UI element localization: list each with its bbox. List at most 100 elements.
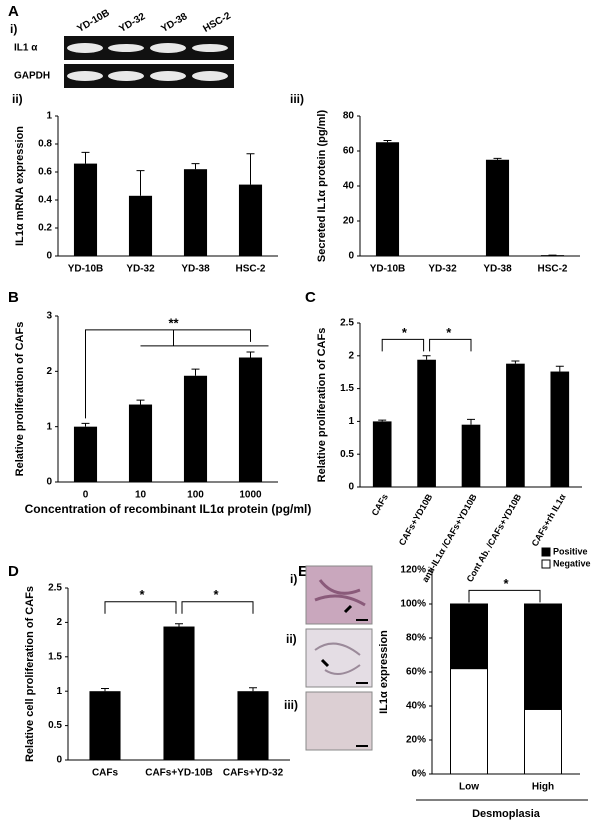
- bar-segment: [450, 603, 488, 670]
- bar: [237, 691, 269, 760]
- y-tick-label: 0: [46, 477, 52, 488]
- error-bar: [467, 418, 475, 425]
- y-tick-label: 80%: [406, 633, 426, 644]
- x-tick-label: CAFs: [370, 492, 390, 517]
- error-bar: [191, 368, 200, 376]
- error-bar: [422, 355, 431, 360]
- x-tick-label: High: [532, 782, 554, 793]
- error-bar: [383, 140, 392, 143]
- y-tick-label: 120%: [400, 565, 426, 576]
- gel-band: [108, 71, 144, 81]
- panel-label: B: [8, 289, 19, 306]
- y-axis-label: IL1α expression: [378, 630, 390, 714]
- y-tick-label: 40: [343, 181, 355, 192]
- gel-lane-label: YD-10B: [75, 8, 111, 35]
- y-tick-label: 0%: [412, 769, 427, 780]
- bar: [89, 691, 121, 760]
- significance: *: [213, 587, 219, 602]
- y-tick-label: 2: [56, 617, 62, 628]
- gel-band: [108, 44, 144, 52]
- x-tick-label: YD-38: [181, 264, 210, 275]
- micrograph: [305, 628, 373, 688]
- x-tick-label: YD-32: [428, 264, 457, 275]
- y-tick-label: 20%: [406, 735, 426, 746]
- y-axis-label: IL1α mRNA expression: [14, 126, 26, 246]
- y-tick-label: 0: [56, 755, 62, 766]
- panel-label: i): [10, 22, 17, 36]
- bar-segment: [524, 603, 562, 710]
- gel-band: [192, 44, 228, 52]
- x-tick-label: YD-10B: [370, 264, 406, 275]
- bracket: [181, 601, 254, 614]
- bar: [461, 424, 481, 487]
- y-tick-label: 2: [348, 350, 354, 361]
- y-axis-label: Relative proliferation of CAFs: [14, 322, 26, 477]
- legend-label: Negative: [553, 558, 591, 568]
- bar: [128, 404, 153, 482]
- bracket: [104, 601, 177, 614]
- y-tick-label: 1: [46, 111, 52, 122]
- gel-row-label: GAPDH: [14, 71, 50, 82]
- y-tick-label: 40%: [406, 701, 426, 712]
- bracket: [468, 589, 541, 603]
- x-tick-label: 10: [135, 490, 147, 501]
- bar: [372, 421, 392, 487]
- panel-label: iii): [290, 92, 304, 106]
- gel-band: [67, 43, 103, 53]
- y-tick-label: 1: [348, 416, 354, 427]
- legend-swatch: [541, 559, 551, 569]
- x-tick-label: 0: [83, 490, 89, 501]
- y-tick-label: 2: [46, 366, 52, 377]
- x-tick-label: CAFs+YD10B: [397, 492, 435, 547]
- x-axis-label: Desmoplasia: [472, 808, 541, 820]
- y-tick-label: 0.5: [48, 720, 62, 731]
- error-bar: [249, 687, 257, 692]
- micrograph: [305, 691, 373, 751]
- x-tick-label: CAFs: [92, 768, 119, 779]
- x-tick-label: 1000: [239, 490, 262, 501]
- significance: *: [402, 325, 408, 340]
- y-axis-label: Relative cell proliferation of CAFs: [24, 586, 36, 762]
- y-tick-label: 0.6: [38, 167, 52, 178]
- gel-lane-label: YD-38: [159, 11, 189, 35]
- micrograph-label: iii): [284, 698, 298, 712]
- y-tick-label: 100%: [400, 599, 426, 610]
- error-bar: [101, 687, 109, 692]
- error-bar: [175, 623, 183, 627]
- bar: [128, 195, 153, 256]
- micrograph-label: ii): [286, 632, 297, 646]
- error-bar: [81, 422, 90, 427]
- bar: [238, 357, 263, 482]
- y-tick-label: 1.5: [340, 383, 354, 394]
- gel-band: [192, 71, 228, 81]
- y-tick-label: 0.2: [38, 223, 52, 234]
- y-tick-label: 80: [343, 111, 355, 122]
- panel-label: E: [298, 563, 308, 580]
- x-tick-label: HSC-2: [537, 264, 567, 275]
- error-bar: [493, 157, 502, 160]
- bar: [73, 426, 98, 482]
- legend-swatch: [541, 547, 551, 557]
- panel-label: D: [8, 563, 19, 580]
- error-bar: [246, 351, 255, 358]
- y-tick-label: 0.4: [38, 195, 52, 206]
- gel: IL1 α GAPDH YD-10B YD-32 YD-38 HSC-2: [14, 8, 234, 88]
- bar: [183, 169, 208, 256]
- x-tick-label: CAFs+YD-10B: [145, 768, 213, 779]
- y-tick-label: 3: [46, 311, 52, 322]
- bar: [73, 163, 98, 256]
- y-tick-label: 1: [46, 421, 52, 432]
- significance: *: [503, 576, 509, 591]
- error-bar: [555, 365, 564, 372]
- x-tick-label: Low: [459, 782, 479, 793]
- tissue: [314, 642, 361, 675]
- gel-row-label: IL1 α: [14, 43, 38, 54]
- micrographs: i) ii) iii): [284, 565, 373, 751]
- legend-label: Positive: [553, 546, 588, 556]
- error-bar: [246, 153, 255, 185]
- y-axis-label: Relative proliferation of CAFs: [316, 328, 328, 483]
- bar: [238, 184, 263, 256]
- significance: *: [446, 325, 452, 340]
- x-tick-label: CAFs+YD-32: [223, 768, 284, 779]
